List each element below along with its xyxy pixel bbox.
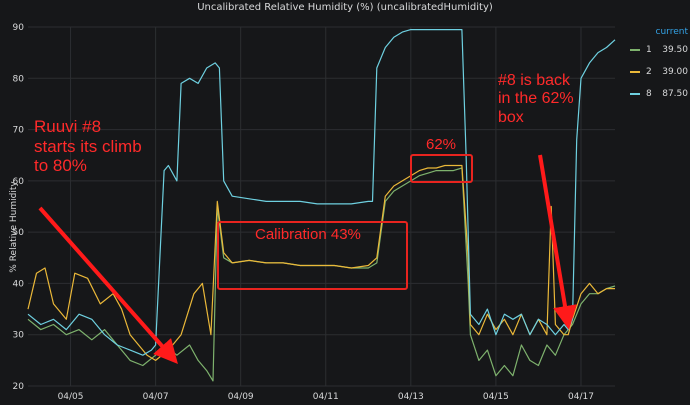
- x-tick-label: 04/07: [143, 392, 169, 402]
- legend-current-value: 39.50: [662, 45, 688, 55]
- y-tick-label: 80: [13, 74, 25, 84]
- legend-swatch: [630, 49, 640, 51]
- x-tick-label: 04/15: [483, 392, 509, 402]
- arrow-back-in-box: [538, 154, 577, 330]
- y-ticks: 20 30 40 50 60 70 80 90: [13, 23, 25, 392]
- legend-item-2[interactable]: 2 39.00: [628, 67, 690, 89]
- legend: current 1 39.50 2 39.00 8 87.50: [628, 27, 690, 111]
- y-tick-label: 20: [13, 382, 25, 392]
- y-tick-label: 50: [13, 228, 25, 238]
- legend-swatch: [630, 93, 640, 95]
- x-tick-label: 04/09: [228, 392, 254, 402]
- series-lines: [27, 29, 616, 382]
- annotation-62-percent: 62%: [426, 136, 457, 153]
- legend-series-name: 2: [646, 67, 652, 77]
- x-ticks: 04/05 04/07 04/09 04/11 04/13 04/15 04/17: [58, 392, 594, 402]
- legend-current-value: 87.50: [662, 89, 688, 99]
- series-line-1: [27, 167, 616, 382]
- series-line-2: [27, 164, 615, 361]
- series-line-8: [27, 29, 616, 356]
- x-tick-label: 04/11: [313, 392, 339, 402]
- calibration-box: [217, 221, 408, 290]
- annotation-ruuvi-climb: Ruuvi #8 starts its climb to 80%: [34, 117, 142, 176]
- y-tick-label: 40: [13, 279, 25, 289]
- y-tick-label: 90: [13, 23, 25, 33]
- x-tick-label: 04/05: [58, 392, 84, 402]
- legend-header: current: [655, 27, 688, 37]
- x-tick-label: 04/13: [398, 392, 424, 402]
- y-tick-label: 30: [13, 331, 25, 341]
- legend-item-1[interactable]: 1 39.50: [628, 45, 690, 67]
- annotation-boxes: [217, 154, 473, 290]
- arrow-ruuvi-climb: [38, 206, 178, 364]
- legend-swatch: [630, 71, 640, 73]
- annotation-arrows: [38, 154, 577, 364]
- grid: [28, 26, 615, 387]
- y-tick-label: 60: [13, 177, 25, 187]
- x-tick-label: 04/17: [568, 392, 594, 402]
- legend-current-value: 39.00: [662, 67, 688, 77]
- legend-series-name: 1: [646, 45, 652, 55]
- y-tick-label: 70: [13, 126, 25, 136]
- chart-title: Uncalibrated Relative Humidity (%) (unca…: [197, 2, 493, 13]
- annotation-calibration: Calibration 43%: [255, 226, 361, 243]
- legend-series-name: 8: [646, 89, 652, 99]
- annotation-back-in-box: #8 is back in the 62% box: [498, 72, 574, 126]
- legend-item-8[interactable]: 8 87.50: [628, 89, 690, 111]
- sixty-two-percent-box: [410, 154, 473, 183]
